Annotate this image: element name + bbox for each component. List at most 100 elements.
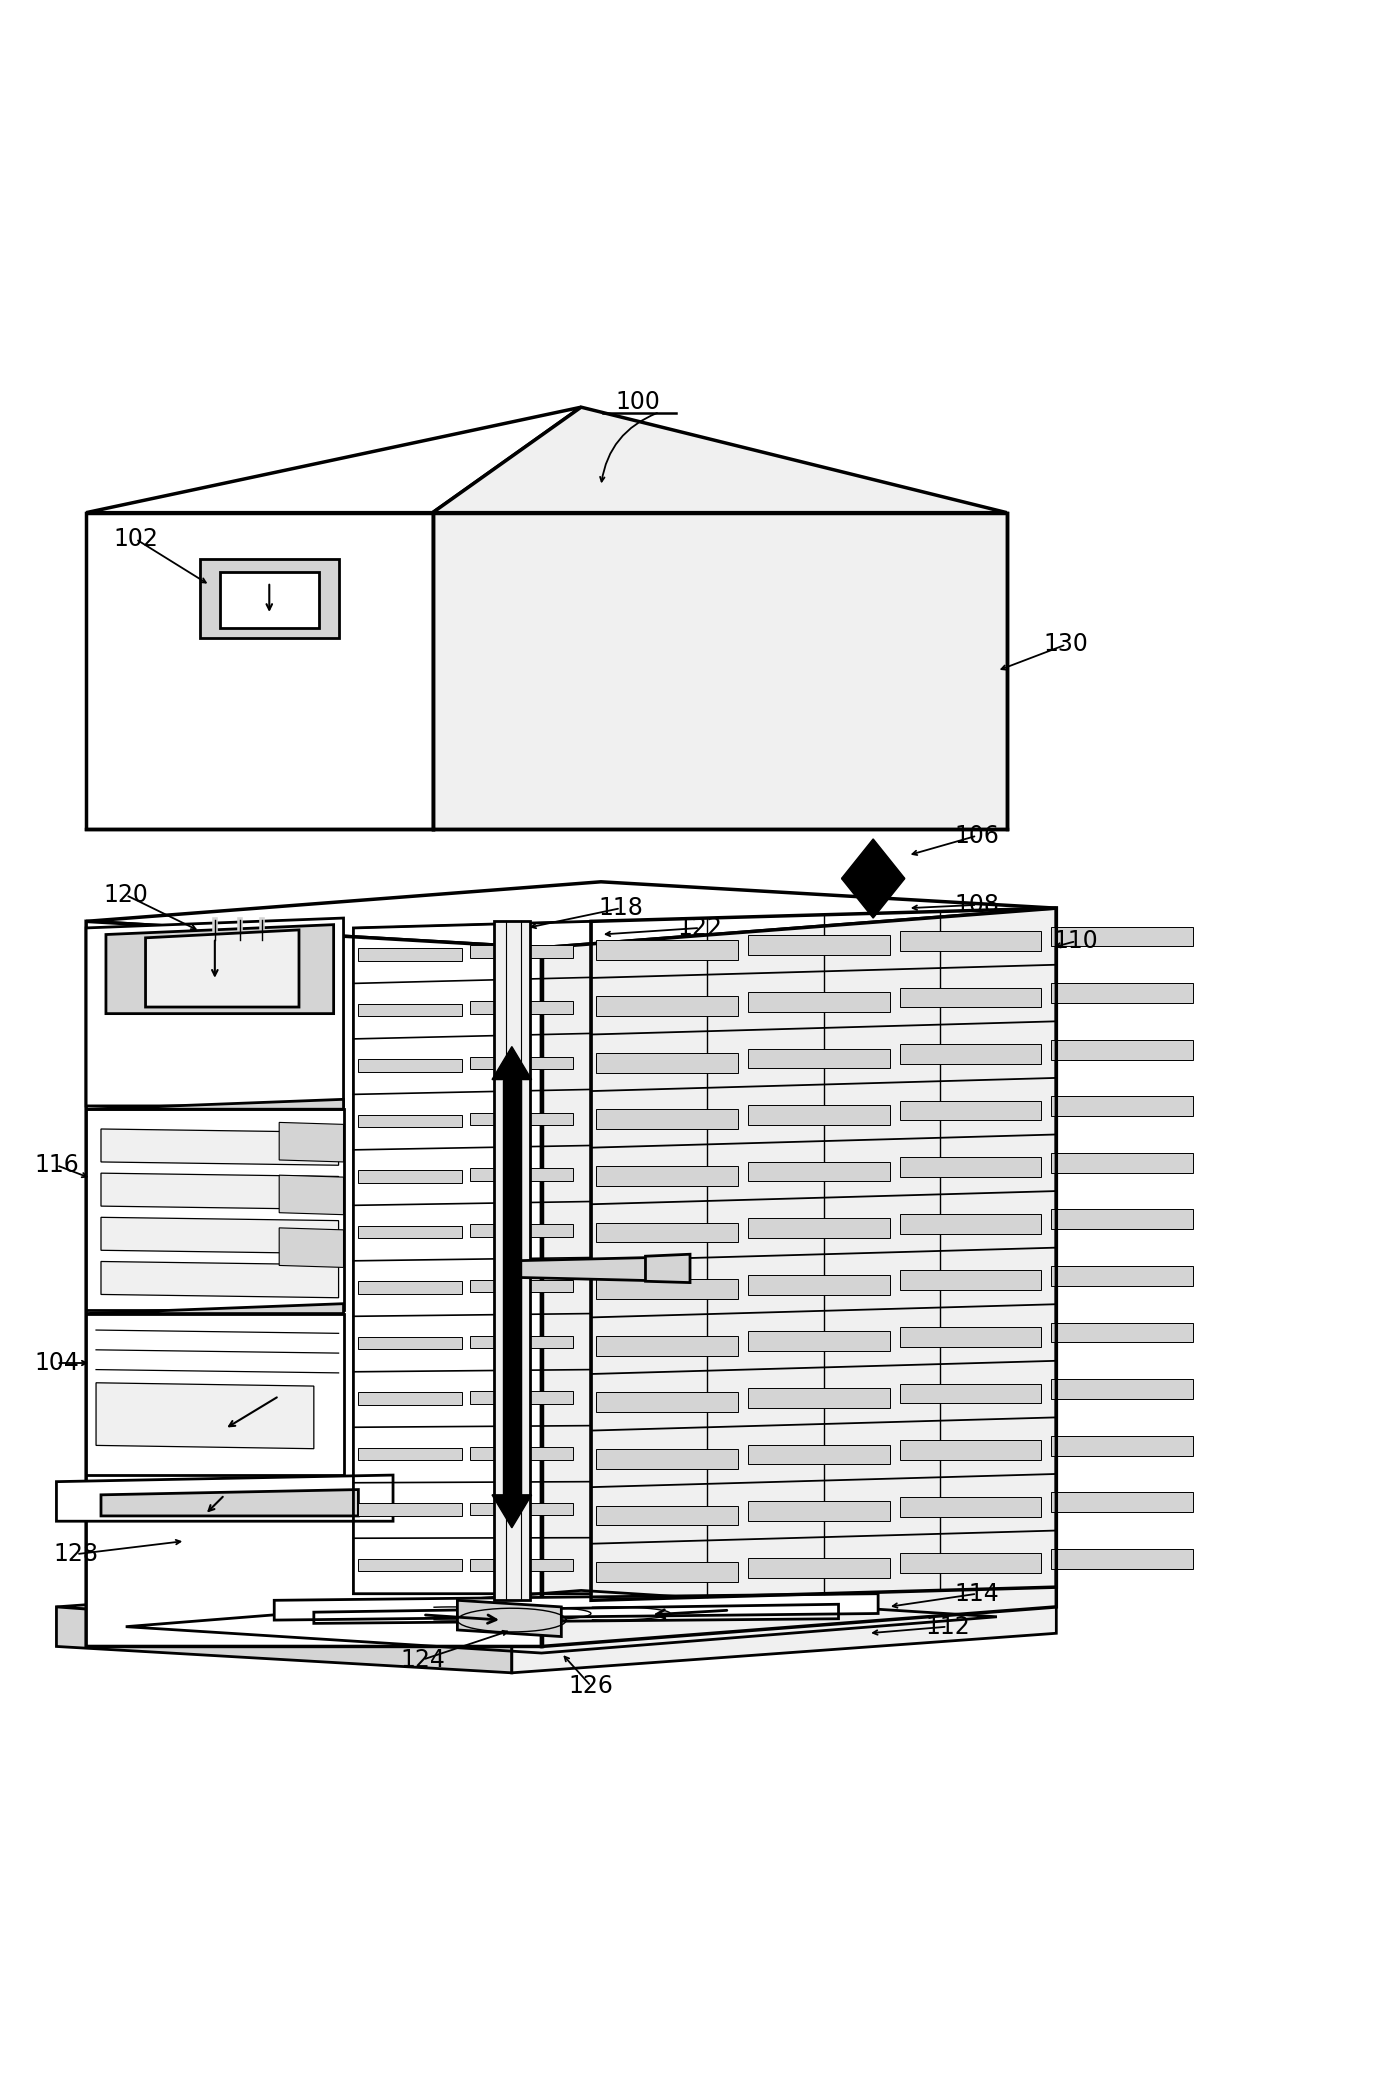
- Text: 118: 118: [598, 896, 643, 919]
- Polygon shape: [86, 408, 582, 512]
- Polygon shape: [86, 512, 432, 830]
- Text: 104: 104: [35, 1352, 79, 1375]
- Polygon shape: [842, 878, 904, 917]
- Polygon shape: [470, 1000, 573, 1013]
- Text: 114: 114: [954, 1581, 1000, 1606]
- Polygon shape: [86, 882, 1057, 948]
- Polygon shape: [1051, 926, 1194, 946]
- Polygon shape: [1051, 1550, 1194, 1568]
- Polygon shape: [596, 1562, 738, 1583]
- Polygon shape: [596, 1506, 738, 1525]
- Polygon shape: [280, 1123, 343, 1163]
- Polygon shape: [748, 1161, 889, 1181]
- Polygon shape: [359, 1558, 461, 1570]
- Polygon shape: [470, 1113, 573, 1125]
- Polygon shape: [470, 1169, 573, 1181]
- Text: 108: 108: [954, 892, 1000, 917]
- Polygon shape: [86, 921, 542, 1647]
- Polygon shape: [900, 1554, 1042, 1572]
- Polygon shape: [101, 1129, 338, 1165]
- Polygon shape: [1051, 1040, 1194, 1059]
- Polygon shape: [748, 1558, 889, 1577]
- Text: 106: 106: [954, 824, 1000, 849]
- Polygon shape: [1051, 1152, 1194, 1173]
- Polygon shape: [900, 1327, 1042, 1346]
- Text: 112: 112: [925, 1614, 970, 1639]
- Polygon shape: [470, 1335, 573, 1348]
- Polygon shape: [1051, 1491, 1194, 1512]
- Polygon shape: [645, 1254, 690, 1283]
- Polygon shape: [842, 838, 904, 878]
- Polygon shape: [1051, 1435, 1194, 1456]
- Polygon shape: [105, 926, 334, 1013]
- Text: 116: 116: [35, 1152, 79, 1177]
- Polygon shape: [512, 1258, 651, 1281]
- Polygon shape: [900, 1215, 1042, 1233]
- Polygon shape: [57, 1475, 393, 1520]
- Text: 120: 120: [104, 884, 148, 907]
- Polygon shape: [280, 1175, 343, 1215]
- Polygon shape: [359, 1448, 461, 1460]
- Polygon shape: [470, 1279, 573, 1292]
- Polygon shape: [512, 1600, 1057, 1672]
- Polygon shape: [503, 1080, 521, 1496]
- Polygon shape: [748, 1219, 889, 1238]
- Polygon shape: [274, 1593, 878, 1620]
- Polygon shape: [86, 1304, 343, 1315]
- Polygon shape: [86, 1315, 343, 1475]
- Polygon shape: [199, 560, 338, 639]
- Polygon shape: [900, 1044, 1042, 1063]
- Polygon shape: [470, 1223, 573, 1238]
- Polygon shape: [900, 1271, 1042, 1290]
- Polygon shape: [86, 917, 343, 1107]
- Polygon shape: [1051, 1096, 1194, 1117]
- Text: 122: 122: [677, 915, 723, 940]
- Polygon shape: [748, 1275, 889, 1294]
- Polygon shape: [359, 1392, 461, 1404]
- Polygon shape: [359, 1171, 461, 1184]
- Polygon shape: [492, 1046, 532, 1080]
- Polygon shape: [101, 1489, 359, 1516]
- Polygon shape: [900, 932, 1042, 951]
- Polygon shape: [359, 1225, 461, 1238]
- Text: 128: 128: [54, 1541, 98, 1566]
- Polygon shape: [145, 930, 299, 1007]
- Polygon shape: [748, 1387, 889, 1408]
- Polygon shape: [748, 1104, 889, 1125]
- Polygon shape: [1051, 1208, 1194, 1229]
- Polygon shape: [900, 988, 1042, 1007]
- Polygon shape: [596, 1167, 738, 1186]
- Polygon shape: [432, 408, 1007, 512]
- Polygon shape: [900, 1498, 1042, 1516]
- Polygon shape: [1051, 984, 1194, 1003]
- Polygon shape: [470, 1504, 573, 1516]
- Polygon shape: [900, 1156, 1042, 1177]
- Text: 100: 100: [615, 391, 661, 414]
- Text: 130: 130: [1044, 632, 1089, 657]
- Polygon shape: [900, 1383, 1042, 1404]
- Polygon shape: [101, 1260, 338, 1298]
- Polygon shape: [86, 1100, 343, 1109]
- Polygon shape: [280, 1227, 343, 1267]
- Polygon shape: [748, 1446, 889, 1464]
- Polygon shape: [900, 1439, 1042, 1460]
- Polygon shape: [101, 1217, 338, 1254]
- Polygon shape: [359, 1337, 461, 1350]
- Polygon shape: [748, 992, 889, 1011]
- Polygon shape: [457, 1600, 561, 1637]
- Polygon shape: [432, 512, 1007, 830]
- Polygon shape: [470, 1558, 573, 1570]
- Polygon shape: [359, 1504, 461, 1516]
- Polygon shape: [492, 1496, 532, 1529]
- Polygon shape: [96, 1383, 314, 1448]
- Polygon shape: [748, 1048, 889, 1069]
- Polygon shape: [596, 996, 738, 1017]
- Polygon shape: [470, 1448, 573, 1460]
- Polygon shape: [220, 572, 319, 628]
- Polygon shape: [57, 1568, 1057, 1639]
- Polygon shape: [1051, 1323, 1194, 1342]
- Polygon shape: [596, 1279, 738, 1300]
- Polygon shape: [359, 1059, 461, 1071]
- Polygon shape: [359, 948, 461, 961]
- Polygon shape: [596, 1109, 738, 1129]
